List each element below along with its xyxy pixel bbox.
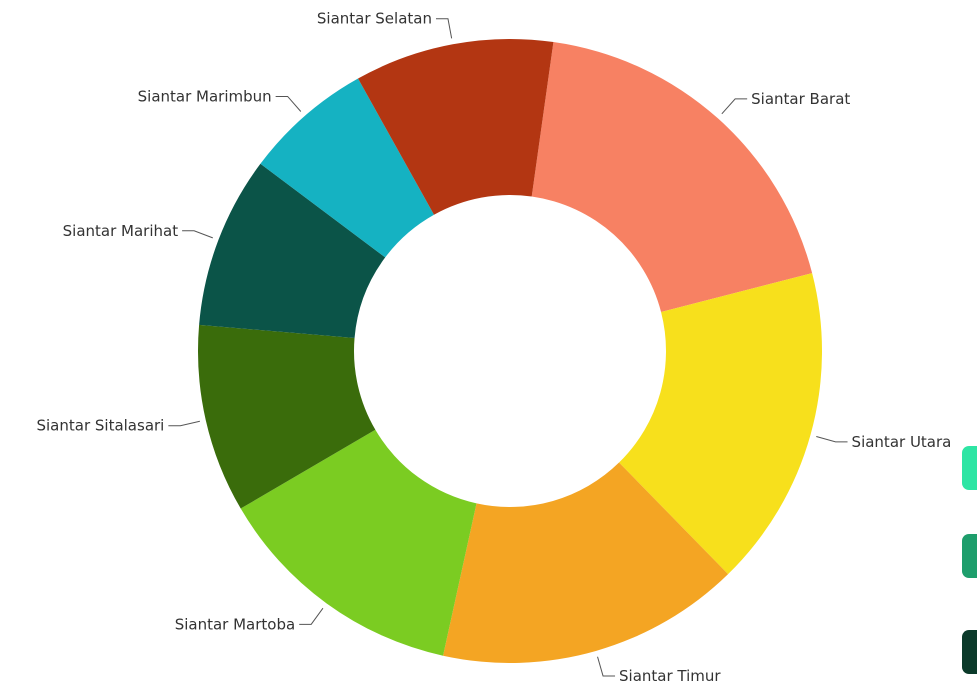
slice-label-siantar-martoba: Siantar Martoba — [175, 615, 295, 633]
leader-line-siantar-martoba — [299, 607, 324, 625]
donut-slices — [197, 39, 822, 663]
slice-siantar-marihat[interactable] — [199, 163, 386, 338]
legend-swatch-1 — [962, 446, 977, 490]
slice-label-siantar-sitalasari: Siantar Sitalasari — [36, 417, 164, 435]
leader-line-siantar-timur — [597, 656, 616, 677]
slice-label-siantar-marimbun: Siantar Marimbun — [138, 87, 272, 105]
slice-siantar-martoba[interactable] — [240, 429, 477, 656]
slice-siantar-selatan[interactable] — [358, 39, 554, 215]
leader-line-siantar-marihat — [182, 230, 213, 239]
slice-siantar-timur[interactable] — [443, 462, 729, 663]
slice-siantar-sitalasari[interactable] — [197, 324, 376, 509]
legend-swatch-2 — [962, 534, 977, 578]
slice-label-siantar-barat: Siantar Barat — [751, 90, 850, 108]
slice-label-siantar-selatan: Siantar Selatan — [317, 10, 432, 28]
slice-siantar-utara[interactable] — [619, 273, 822, 575]
slice-label-siantar-marihat: Siantar Marihat — [63, 222, 179, 240]
slice-labels: Siantar Barat Siantar Utara Siantar Timur S… — [36, 10, 951, 682]
slice-label-siantar-utara: Siantar Utara — [852, 433, 952, 451]
leader-line-siantar-marimbun — [275, 95, 302, 112]
legend-swatch-3 — [962, 630, 977, 674]
slice-siantar-marimbun[interactable] — [260, 78, 435, 258]
leader-line-siantar-sitalasari — [168, 420, 200, 427]
slice-siantar-barat[interactable] — [531, 42, 813, 313]
leader-line-siantar-barat — [721, 98, 748, 115]
leader-line-siantar-utara — [816, 436, 848, 443]
leader-line-siantar-selatan — [435, 18, 453, 39]
slice-label-siantar-timur: Siantar Timur — [619, 667, 721, 682]
